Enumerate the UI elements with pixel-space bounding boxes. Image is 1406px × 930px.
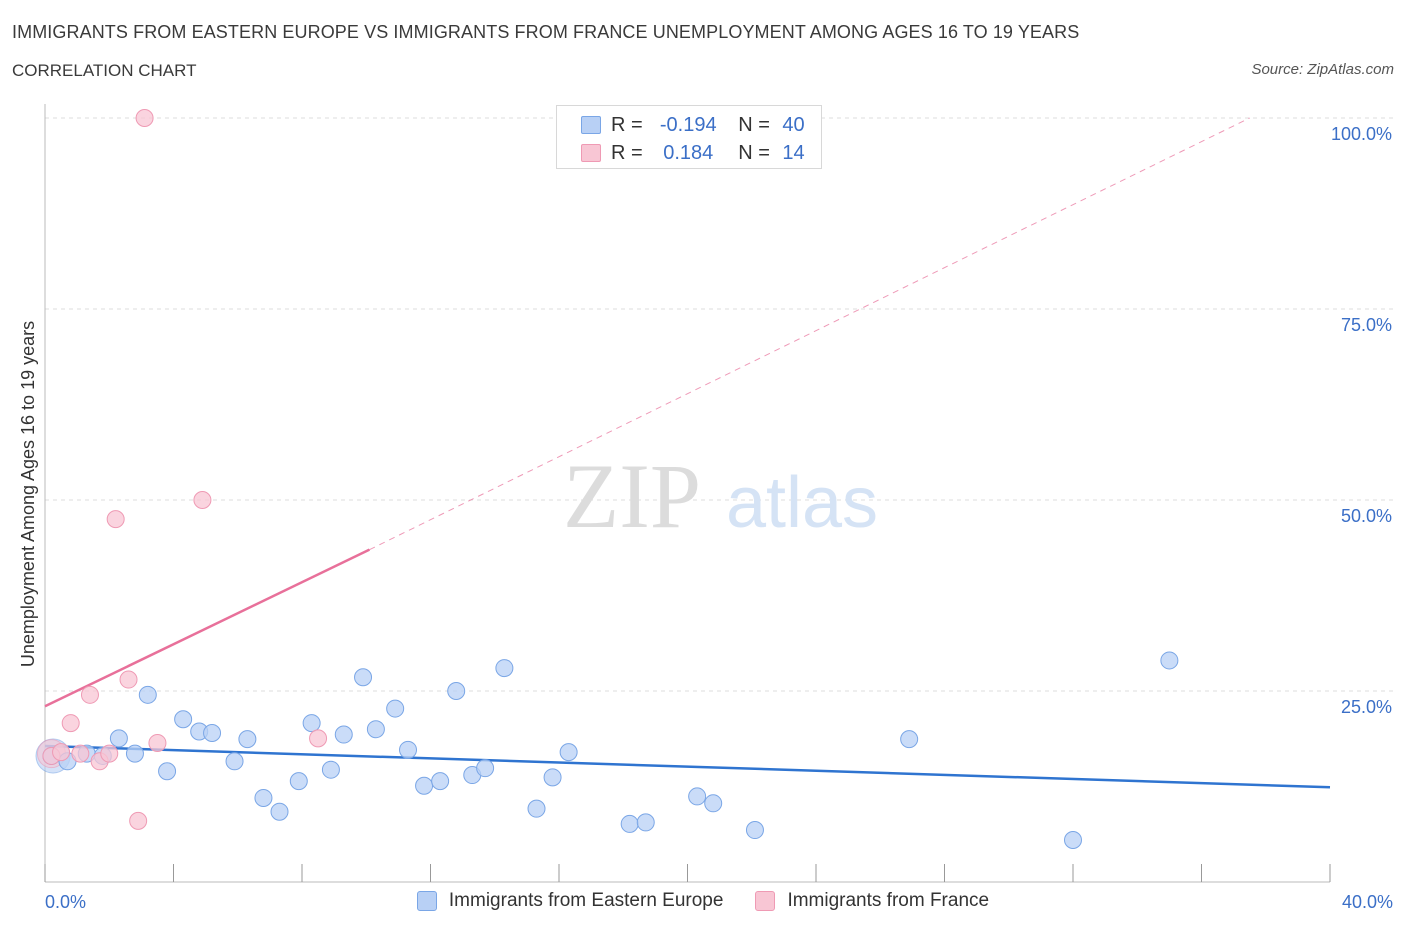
point-france [80,685,99,704]
point-eastern-europe [302,714,321,733]
legend-n-label: N = [738,113,770,136]
series-label: Immigrants from Eastern Europe [448,890,724,911]
point-eastern-europe [415,776,434,795]
point-france [193,491,212,509]
legend-swatch-pink [581,144,601,162]
point-eastern-europe [138,685,157,704]
legend-r-label: R = [611,113,643,136]
series-swatch-pink [755,891,776,911]
point-eastern-europe [354,668,373,687]
point-france [52,743,71,762]
point-france [148,733,167,752]
point-france [119,670,138,689]
point-eastern-europe [366,720,385,739]
point-eastern-europe [476,759,495,778]
point-eastern-europe [447,682,466,700]
y-tick-label: 75.0% [1341,315,1392,335]
trendline-france-extension [369,117,1250,551]
y-tick-label: 100.0% [1331,124,1392,144]
watermark: ZIP atlas [563,445,878,547]
point-eastern-europe [334,725,353,744]
point-eastern-europe [125,744,144,763]
series-legend-eastern-europe: Immigrants from Eastern Europe [416,890,724,912]
point-eastern-europe [688,787,707,806]
point-eastern-europe [527,799,546,818]
trend-lines [44,117,1331,789]
grid-lines [45,117,1395,692]
point-eastern-europe [386,699,405,718]
point-eastern-europe [431,772,450,791]
point-eastern-europe [238,730,257,749]
point-eastern-europe [900,730,919,749]
legend-row-france: R = 0.184 N = 14 [581,141,812,165]
point-eastern-europe [704,794,723,813]
point-eastern-europe [399,740,418,759]
trendline-eastern-europe [44,744,1331,789]
point-eastern-europe [495,659,514,678]
point-eastern-europe [745,821,764,840]
legend-swatch-blue [581,116,601,134]
point-france [71,744,90,763]
stats-legend: R = -0.194 N = 40 R = 0.184 N = 14 [556,105,822,169]
point-eastern-europe [289,772,308,791]
legend-n-label: N = [738,141,770,164]
trendline-france [44,548,371,708]
series-label: Immigrants from France [787,890,990,911]
point-eastern-europe [636,813,655,832]
point-eastern-europe [158,762,177,781]
point-france [61,714,80,733]
data-points [35,109,1179,849]
legend-row-eastern-europe: R = -0.194 N = 40 [581,113,812,137]
point-france [100,744,119,763]
chart-subtitle: CORRELATION CHART [12,61,197,80]
watermark-zip: ZIP [563,445,701,547]
point-eastern-europe [109,729,128,748]
point-eastern-europe [1064,830,1082,849]
point-eastern-europe [174,710,193,729]
series-swatch-blue [416,891,437,911]
legend-r-value: -0.194 [659,113,717,136]
tick-labels: 25.0% 50.0% 75.0% 100.0% 0.0% 40.0% [45,124,1393,912]
point-france [106,510,125,529]
x-tick-label: 0.0% [45,892,86,912]
legend-n-value: 40 [782,113,805,136]
series-legend-france: Immigrants from France [755,890,989,912]
x-tick-label: 40.0% [1342,892,1393,912]
point-france [135,109,154,127]
chart-title: IMMIGRANTS FROM EASTERN EUROPE VS IMMIGR… [12,22,1080,42]
point-eastern-europe [543,768,562,787]
y-tick-label: 25.0% [1341,697,1392,717]
series-legend: Immigrants from Eastern Europe Immigrant… [0,890,1406,912]
point-eastern-europe [225,752,244,771]
point-france [309,729,328,748]
point-france [129,811,148,830]
watermark-atlas: atlas [726,463,878,543]
point-eastern-europe [321,760,340,779]
legend-n-value: 14 [782,141,805,164]
source-credit: Source: ZipAtlas.com [1251,61,1394,78]
point-eastern-europe [203,724,222,743]
legend-r-label: R = [611,141,643,164]
y-tick-label: 50.0% [1341,506,1392,526]
point-eastern-europe [1160,651,1179,670]
legend-r-value: 0.184 [663,141,714,164]
point-eastern-europe [620,814,639,833]
point-eastern-europe [270,802,289,821]
point-eastern-europe [254,788,273,807]
y-axis-label: Unemployment Among Ages 16 to 19 years [18,321,38,667]
point-eastern-europe [559,743,578,762]
